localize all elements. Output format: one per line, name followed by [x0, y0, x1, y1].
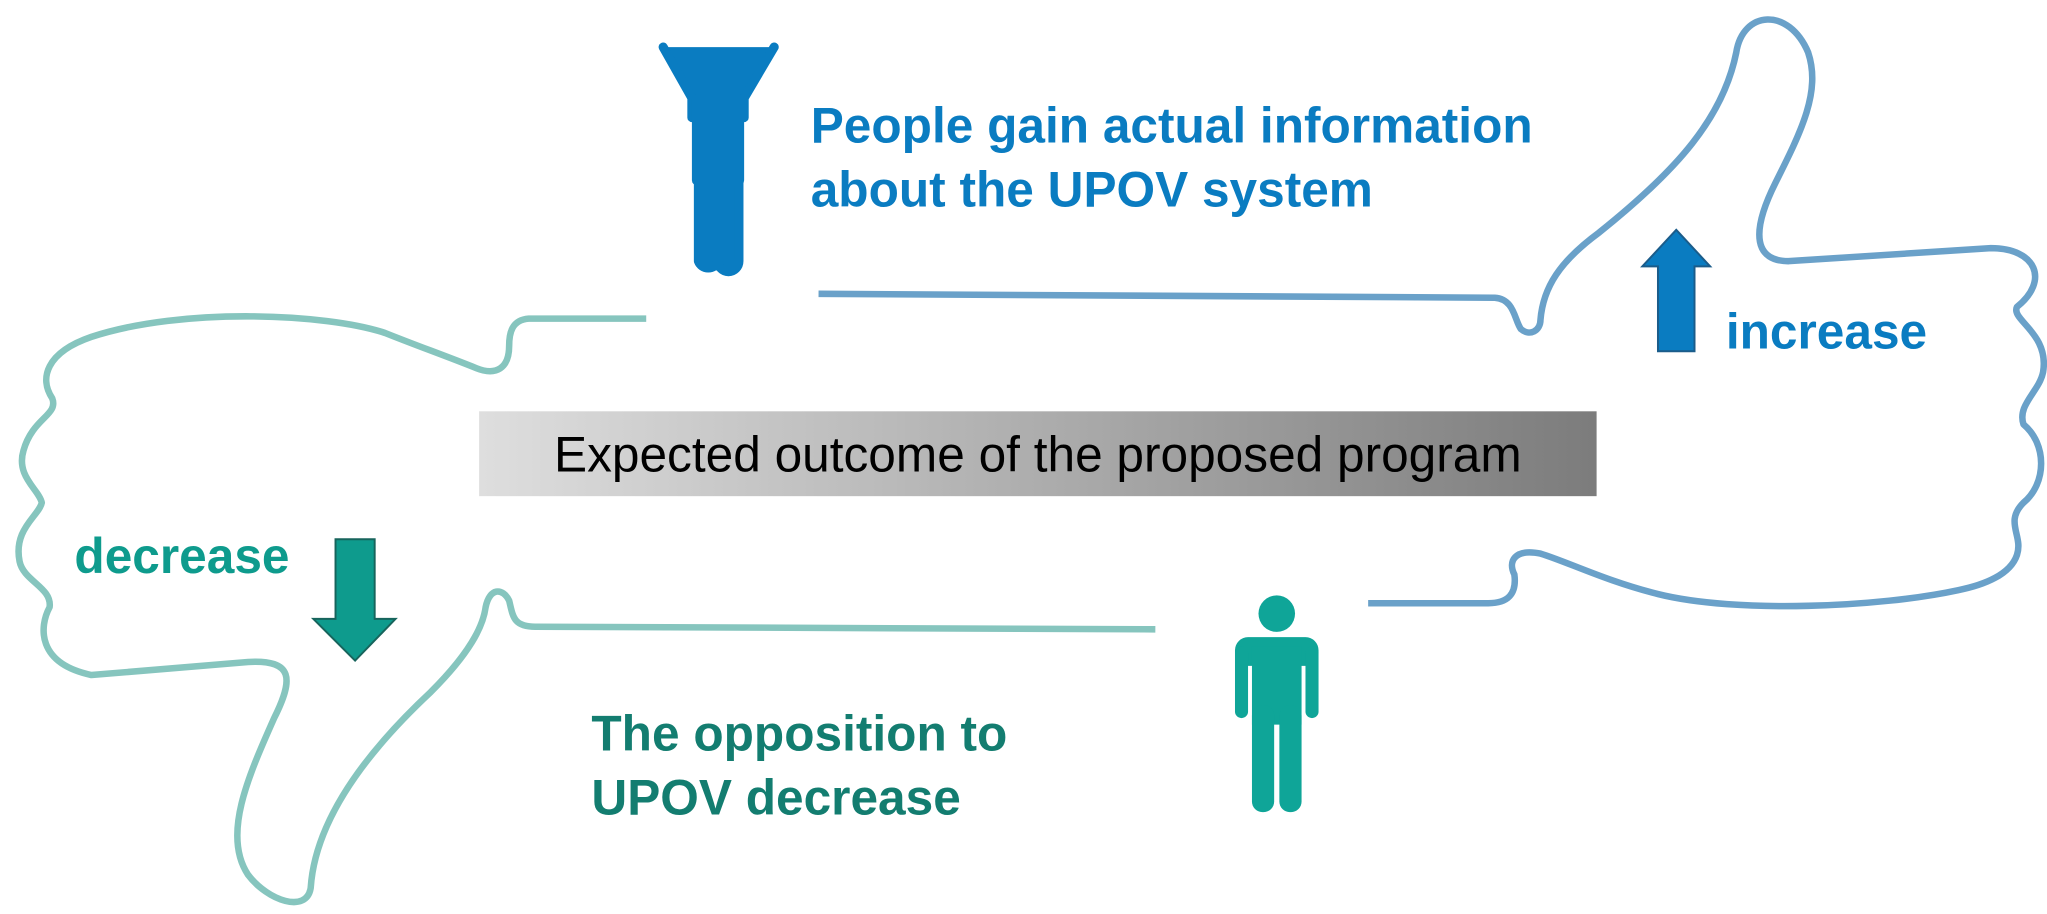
banner-text: Expected outcome of the proposed program	[554, 426, 1522, 482]
bottom-statement-line: The opposition to	[591, 706, 1007, 762]
page: Expected outcome of the proposed program…	[0, 0, 2047, 914]
person-standing	[1235, 595, 1319, 812]
increase-label: increase	[1726, 304, 1927, 360]
decrease-label: decrease	[74, 528, 289, 584]
up-arrow	[1642, 230, 1710, 351]
top-statement-line: People gain actual information	[811, 97, 1533, 153]
thumb-down-outline	[19, 316, 1156, 902]
bottom-statement-line: UPOV decrease	[591, 770, 960, 826]
diagram: Expected outcome of the proposed program…	[0, 0, 2047, 914]
down-arrow	[313, 539, 395, 660]
person-cheering	[663, 47, 774, 272]
top-statement-line: about the UPOV system	[811, 161, 1373, 217]
